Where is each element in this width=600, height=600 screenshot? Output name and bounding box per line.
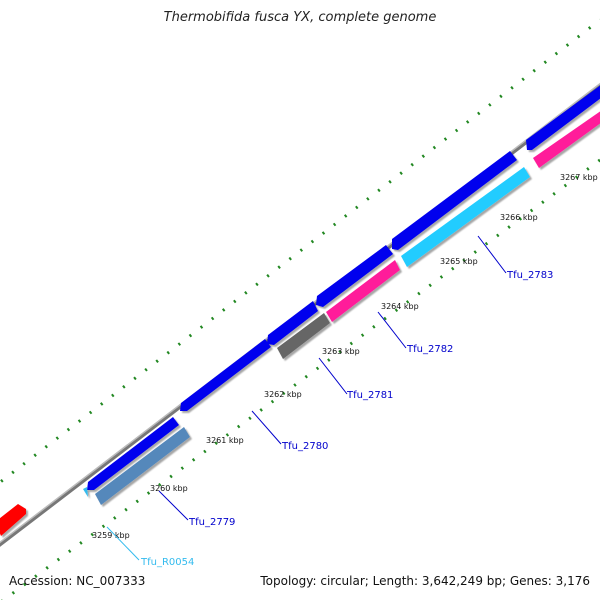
cds-reverse-pink-end[interactable] xyxy=(533,108,600,168)
tick-label-3266: 3266 kbp xyxy=(500,213,538,222)
cds-reverse-tfu-2783[interactable] xyxy=(401,167,530,267)
tick-label-3261: 3261 kbp xyxy=(206,436,244,445)
cds-forward-1[interactable] xyxy=(87,417,179,490)
cds-forward-2[interactable] xyxy=(180,339,271,411)
cds-reverse-tfu-2779[interactable] xyxy=(95,427,190,505)
cds-forward-3[interactable] xyxy=(267,301,318,345)
gene-label-tfu-2781[interactable]: Tfu_2781 xyxy=(346,390,393,401)
tick-label-3260: 3260 kbp xyxy=(150,484,188,493)
cds-reverse-tfu-2781[interactable] xyxy=(277,313,330,359)
tick-label-3259: 3259 kbp xyxy=(92,531,130,540)
trna-tfu-r0054[interactable] xyxy=(83,487,88,497)
gene-labels: Tfu_R0054 Tfu_2779 Tfu_2780 Tfu_2781 Tfu… xyxy=(140,270,553,568)
accession-text: Accession: NC_007333 xyxy=(9,574,146,588)
cds-partial-red[interactable] xyxy=(0,504,26,536)
gene-label-leaders xyxy=(106,235,507,561)
genome-summary-text: Topology: circular; Length: 3,642,249 bp… xyxy=(260,574,590,588)
tick-label-3264: 3264 kbp xyxy=(381,302,419,311)
map-title: Thermobifida fusca YX, complete genome xyxy=(163,10,437,25)
gene-label-tfu-2782[interactable]: Tfu_2782 xyxy=(406,344,453,355)
tick-label-3265: 3265 kbp xyxy=(440,257,478,266)
outer-dotted-track xyxy=(0,18,600,485)
cds-forward-6[interactable] xyxy=(526,82,600,150)
tick-label-3263: 3263 kbp xyxy=(322,347,360,356)
scale-ticks: 3259 kbp 3260 kbp 3261 kbp 3262 kbp 3263… xyxy=(92,173,598,540)
tick-label-3267: 3267 kbp xyxy=(560,173,598,182)
gene-label-tfu-2780[interactable]: Tfu_2780 xyxy=(281,441,328,452)
cds-forward-5[interactable] xyxy=(392,151,517,250)
tick-label-3262: 3262 kbp xyxy=(264,390,302,399)
gene-label-tfu-2783[interactable]: Tfu_2783 xyxy=(506,270,553,281)
gene-label-tfu-r0054[interactable]: Tfu_R0054 xyxy=(140,557,194,568)
cds-forward-4[interactable] xyxy=(316,245,393,307)
gene-label-tfu-2779[interactable]: Tfu_2779 xyxy=(188,517,235,528)
cds-reverse-tfu-2782[interactable] xyxy=(326,260,400,322)
inner-dotted-track xyxy=(1,158,600,600)
